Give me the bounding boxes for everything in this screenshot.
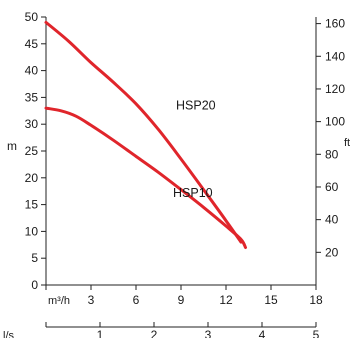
x-tick-label: 6 (133, 293, 140, 307)
left-tick-label: 10 (25, 224, 39, 238)
ticks-group: 0510152025303540455020406080100120140160… (25, 10, 346, 338)
axes-group (45, 17, 317, 328)
left-axis-unit-label: m (7, 139, 17, 153)
ls-tick-label: 4 (259, 328, 266, 338)
x-axis-unit-label: m³/h (48, 295, 70, 307)
series-line-hsp20 (44, 20, 243, 244)
left-tick-label: 0 (31, 278, 38, 292)
x-tick-label: 12 (219, 293, 233, 307)
series-line-hsp10 (44, 106, 247, 249)
left-tick-label: 15 (25, 198, 39, 212)
right-tick-label: 160 (325, 17, 345, 31)
right-tick-label: 140 (325, 49, 345, 63)
left-tick-label: 50 (25, 10, 39, 24)
right-tick-label: 60 (325, 180, 339, 194)
right-tick-label: 120 (325, 82, 345, 96)
ls-tick-label: 1 (97, 328, 104, 338)
x-tick-label: 15 (264, 293, 278, 307)
ls-tick-label: 5 (313, 328, 320, 338)
ls-tick-label: 2 (151, 328, 158, 338)
left-tick-label: 45 (25, 37, 39, 51)
right-tick-label: 20 (325, 245, 339, 259)
ls-tick-label: 3 (205, 328, 212, 338)
series-label-hsp10: HSP10 (173, 186, 213, 200)
x-tick-label: 18 (309, 293, 323, 307)
x-tick-label: 3 (88, 293, 95, 307)
left-tick-label: 5 (31, 251, 38, 265)
left-tick-label: 30 (25, 117, 39, 131)
curves-group (44, 20, 247, 249)
left-tick-label: 35 (25, 90, 39, 104)
right-tick-label: 40 (325, 213, 339, 227)
secondary-x-axis-unit-label: l/s (3, 330, 15, 338)
x-tick-label: 9 (178, 293, 185, 307)
left-tick-label: 25 (25, 144, 39, 158)
series-label-hsp20: HSP20 (176, 98, 216, 112)
right-axis-unit-label: ft (344, 137, 350, 149)
right-tick-label: 100 (325, 115, 345, 129)
labels-group: m ft m³/h l/s HSP20 HSP10 (3, 98, 350, 338)
left-tick-label: 20 (25, 171, 39, 185)
right-tick-label: 80 (325, 147, 339, 161)
left-tick-label: 40 (25, 64, 39, 78)
